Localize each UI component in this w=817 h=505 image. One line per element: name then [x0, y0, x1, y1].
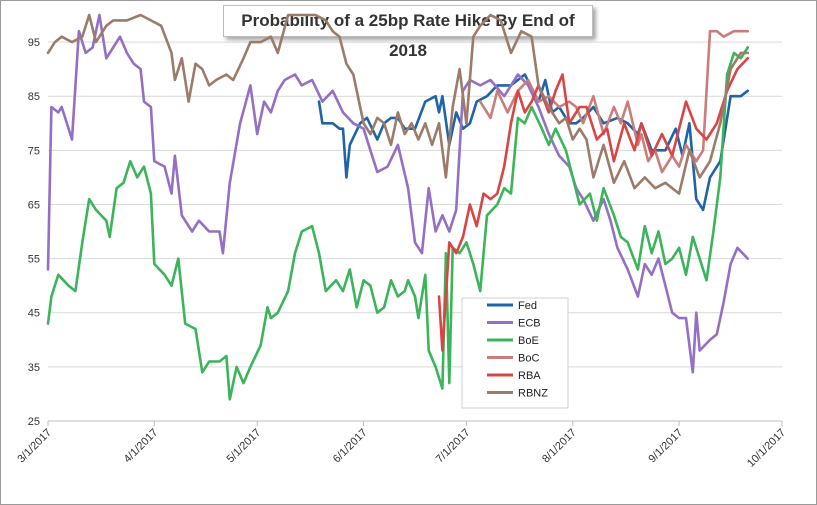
series-line-rbnz [46, 13, 749, 195]
y-tick-label: 85 [28, 91, 40, 103]
series-lines [46, 13, 749, 401]
legend-label: BoC [518, 353, 539, 365]
x-axis: 3/1/2017 4/1/2017 5/1/2017 6/1/2017 7/1/2017… [15, 420, 788, 470]
y-tick-label: 55 [28, 254, 40, 266]
legend-label: BoE [518, 335, 539, 347]
x-tick-label: 5/1/2017 [225, 427, 264, 466]
x-tick-label: 4/1/2017 [122, 427, 161, 466]
x-tick-label: 10/1/2017 [745, 427, 788, 470]
gridlines [48, 41, 782, 422]
x-tick-label: 7/1/2017 [434, 427, 473, 466]
legend: Fed ECB BoE BoC RBA RBNZ [461, 297, 569, 409]
y-tick-label: 95 [28, 37, 40, 49]
series-line-ecb [46, 13, 749, 374]
x-tick-label: 9/1/2017 [646, 427, 685, 466]
y-tick-label: 35 [28, 362, 40, 374]
y-tick-label: 45 [28, 308, 40, 320]
legend-label: RBA [518, 370, 541, 382]
legend-box [461, 297, 569, 409]
series-line-boc [478, 29, 749, 174]
y-tick-label: 25 [28, 416, 40, 428]
legend-label: Fed [518, 300, 537, 312]
y-axis-ticks: 25 35 45 55 65 75 85 95 [28, 37, 40, 428]
series-line-boe [46, 46, 749, 401]
x-tick-label: 3/1/2017 [15, 427, 54, 466]
legend-label: ECB [518, 318, 541, 330]
series-line-rba [437, 57, 749, 352]
x-tick-label: 6/1/2017 [331, 427, 370, 466]
x-tick-label: 8/1/2017 [540, 427, 579, 466]
legend-label: RBNZ [518, 388, 548, 400]
y-tick-label: 65 [28, 199, 40, 211]
y-tick-label: 75 [28, 145, 40, 157]
